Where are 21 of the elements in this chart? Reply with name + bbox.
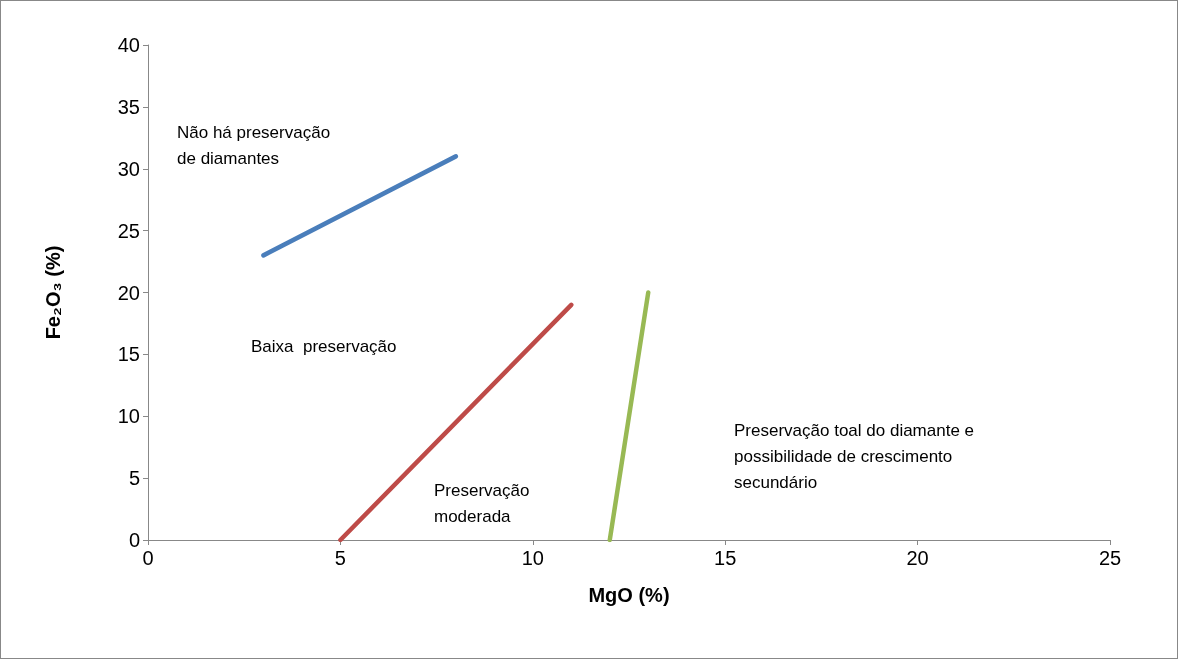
- y-tick-label: 10: [117, 405, 140, 428]
- annotation: Não há preservação de diamantes: [177, 122, 331, 168]
- y-tick-label: 0: [128, 529, 140, 551]
- y-tick-label: 40: [117, 34, 140, 56]
- y-axis-title: Fe₂O₃ (%): [42, 245, 64, 340]
- y-tick-label: 35: [117, 95, 140, 118]
- annotation: Baixa preservação: [251, 336, 397, 356]
- x-tick-label: 15: [714, 547, 737, 569]
- x-tick-label: 0: [142, 547, 154, 569]
- annotation: Preservação moderada: [434, 480, 530, 526]
- y-tick-label: 25: [117, 219, 140, 242]
- annotation: Preservação toal do diamante e possibilidade de crescimento secundário: [734, 420, 975, 492]
- x-tick-label: 20: [906, 547, 929, 569]
- y-tick-label: 15: [117, 343, 140, 366]
- x-tick-label: 25: [1098, 547, 1122, 569]
- y-tick-label: 30: [117, 157, 140, 180]
- x-tick-label: 10: [521, 547, 544, 569]
- y-tick-label: 5: [128, 467, 140, 490]
- x-tick-label: 5: [334, 547, 346, 569]
- y-tick-label: 20: [117, 281, 140, 304]
- x-axis-title: MgO (%): [588, 584, 670, 606]
